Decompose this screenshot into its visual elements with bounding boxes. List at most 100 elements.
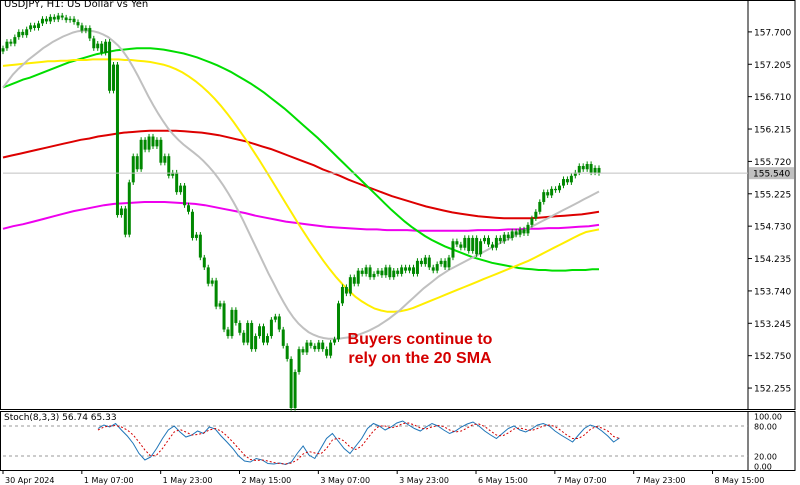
candle [309, 339, 313, 349]
candle [490, 241, 494, 251]
candle [25, 26, 29, 38]
candle [108, 39, 112, 94]
candle [376, 268, 380, 277]
candle [435, 261, 439, 274]
candle-body [577, 165, 581, 173]
candle [396, 268, 400, 277]
candle-body [340, 286, 344, 304]
candle-body [163, 156, 167, 163]
candle-body [498, 237, 502, 242]
candle-body [455, 241, 459, 245]
candle [187, 202, 191, 215]
candle [542, 189, 546, 205]
candle [56, 12, 60, 23]
candle [218, 300, 222, 310]
candle [88, 25, 92, 42]
candle-body [597, 167, 601, 174]
candle [269, 317, 273, 339]
candle [297, 346, 301, 375]
candle-body [431, 267, 435, 271]
candle-body [289, 358, 293, 408]
candle [415, 258, 419, 277]
candle [483, 235, 487, 244]
candle-body [305, 342, 309, 353]
sma-200-line [2, 129, 600, 220]
candle [510, 228, 514, 241]
candle-body [435, 264, 439, 271]
candle-body [384, 267, 388, 276]
candle [459, 241, 463, 251]
price-tick-label: 155.720 [754, 158, 791, 168]
candle [569, 173, 573, 185]
candle [72, 16, 76, 25]
candle-body [388, 267, 392, 278]
candle-body [37, 23, 41, 28]
candle-body [502, 234, 506, 242]
candle [597, 165, 601, 176]
candle-body [467, 237, 471, 252]
candle-body [112, 64, 116, 91]
candle [380, 268, 384, 278]
candle-body [475, 237, 479, 255]
candle [250, 320, 254, 352]
candle-body [558, 185, 562, 191]
candle [112, 61, 116, 94]
candle-body [569, 175, 573, 183]
stochastic-lines [97, 420, 620, 466]
candle-body [333, 339, 337, 343]
candle [427, 254, 431, 270]
candle [388, 264, 392, 280]
candle [534, 209, 538, 221]
candle [518, 226, 522, 238]
candle-body [360, 270, 364, 274]
time-axis: 30 Apr 2024 1 May 07:00 1 May 23:00 2 May 1… [2, 470, 764, 485]
candle [131, 153, 135, 185]
candle [258, 323, 262, 339]
candle [356, 268, 360, 287]
candle [277, 313, 281, 333]
candle-body [167, 156, 171, 176]
candle [475, 235, 479, 257]
candle-body [396, 270, 400, 274]
candle-body [119, 208, 123, 216]
candle-body [143, 139, 147, 150]
candle [242, 330, 246, 346]
candle-body [131, 156, 135, 183]
candle [439, 258, 443, 267]
candle-body [29, 25, 33, 30]
candle [443, 258, 447, 270]
candle [479, 238, 483, 257]
candlestick-series[interactable] [1, 12, 601, 411]
candle-body [123, 208, 127, 235]
candle-body [64, 17, 68, 21]
candle [190, 209, 194, 241]
candle-body [439, 260, 443, 265]
candle [494, 235, 498, 251]
candle [467, 235, 471, 254]
candle [84, 25, 88, 34]
candle [502, 232, 506, 244]
candle-body [230, 309, 234, 337]
candle [530, 215, 534, 228]
candle-body [60, 15, 64, 18]
candle [1, 45, 5, 55]
candle-body [25, 29, 29, 36]
candle [554, 186, 558, 193]
price-tick-label: 156.710 [754, 93, 791, 103]
candle [506, 232, 510, 241]
candle [13, 34, 17, 47]
candle-body [222, 303, 226, 330]
candle-body [561, 179, 565, 186]
candle-body [419, 260, 423, 265]
candle-body [80, 25, 84, 31]
annotation-line-2: rely on the 20 SMA [348, 350, 492, 367]
candle [175, 169, 179, 195]
candle-body [490, 244, 494, 248]
stochastic-tick-label: 20.00 [754, 453, 777, 462]
candle [573, 169, 577, 179]
candle-body [585, 164, 589, 170]
candle [321, 339, 325, 352]
sma-slow-line [2, 201, 600, 232]
candle-body [187, 205, 191, 212]
